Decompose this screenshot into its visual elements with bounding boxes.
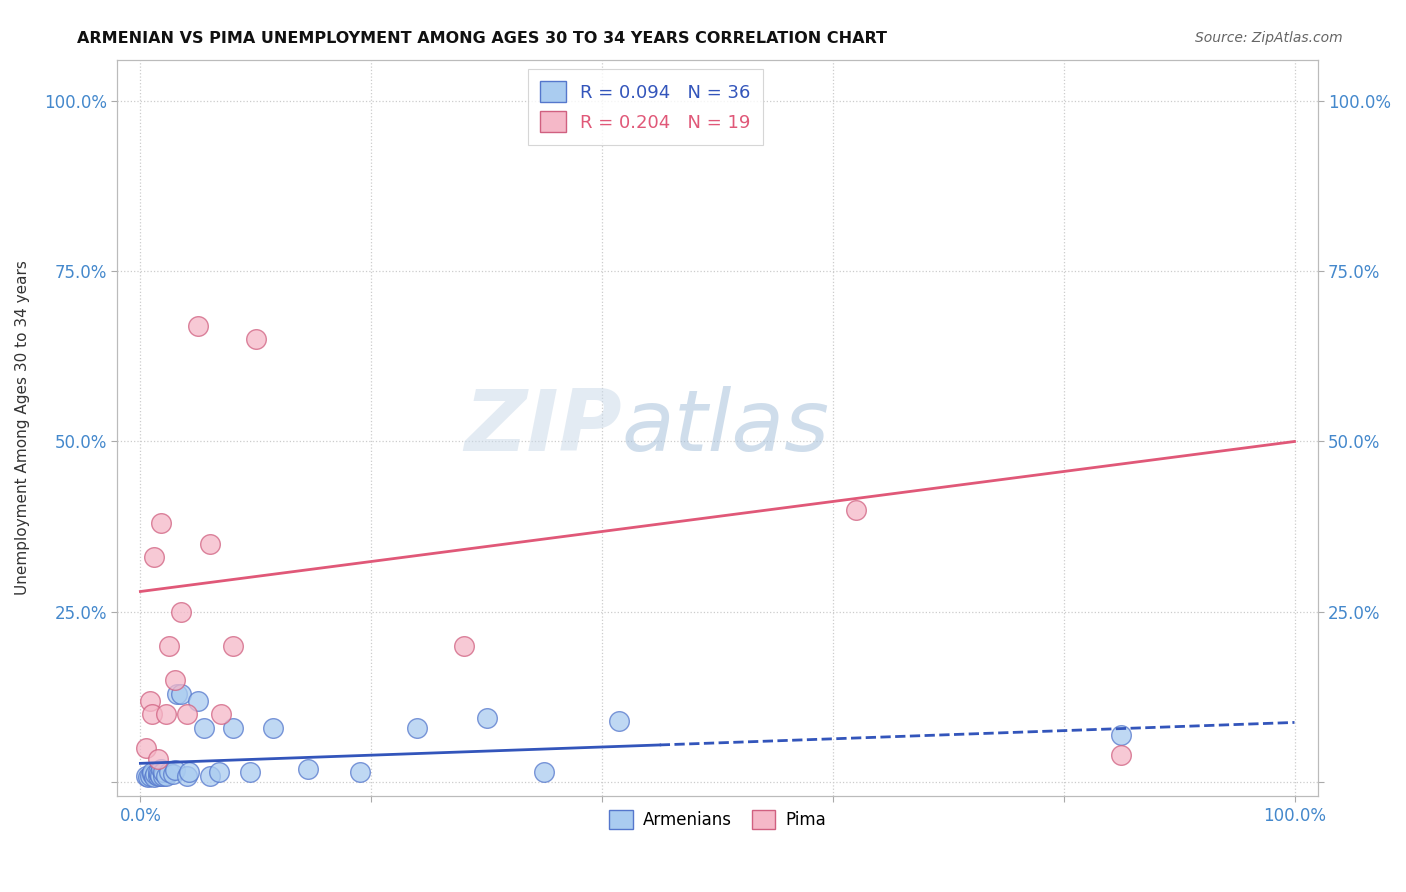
Point xyxy=(177,765,200,780)
Point xyxy=(245,332,267,346)
Legend: Armenians, Pima: Armenians, Pima xyxy=(603,803,832,836)
Point xyxy=(150,516,173,531)
Point xyxy=(239,765,262,780)
Point xyxy=(162,767,184,781)
Point xyxy=(155,769,177,783)
Point xyxy=(198,537,221,551)
Point xyxy=(155,707,177,722)
Point xyxy=(145,767,167,781)
Point xyxy=(148,767,170,781)
Point xyxy=(845,502,868,516)
Point xyxy=(187,318,209,333)
Point xyxy=(146,751,169,765)
Point xyxy=(222,721,245,735)
Point xyxy=(198,769,221,783)
Point xyxy=(146,765,169,780)
Point xyxy=(141,707,163,722)
Point xyxy=(163,763,186,777)
Point xyxy=(150,762,173,776)
Point xyxy=(349,765,371,780)
Point xyxy=(157,765,180,780)
Point xyxy=(533,765,555,780)
Point xyxy=(475,711,498,725)
Point xyxy=(193,721,215,735)
Text: Source: ZipAtlas.com: Source: ZipAtlas.com xyxy=(1195,31,1343,45)
Point xyxy=(143,770,166,784)
Point xyxy=(176,707,198,722)
Point xyxy=(152,765,174,780)
Point xyxy=(146,769,169,783)
Point xyxy=(157,639,180,653)
Point xyxy=(176,769,198,783)
Point xyxy=(609,714,631,728)
Point xyxy=(149,769,172,783)
Text: ARMENIAN VS PIMA UNEMPLOYMENT AMONG AGES 30 TO 34 YEARS CORRELATION CHART: ARMENIAN VS PIMA UNEMPLOYMENT AMONG AGES… xyxy=(77,31,887,46)
Point xyxy=(209,707,232,722)
Point xyxy=(170,687,193,701)
Point xyxy=(138,769,160,783)
Y-axis label: Unemployment Among Ages 30 to 34 years: Unemployment Among Ages 30 to 34 years xyxy=(15,260,30,595)
Point xyxy=(166,687,188,701)
Point xyxy=(143,550,166,565)
Point xyxy=(170,605,193,619)
Point xyxy=(222,639,245,653)
Point xyxy=(141,765,163,780)
Point xyxy=(208,765,231,780)
Text: atlas: atlas xyxy=(621,386,830,469)
Point xyxy=(138,693,160,707)
Point xyxy=(152,769,174,783)
Point xyxy=(453,639,475,653)
Point xyxy=(297,762,319,776)
Point xyxy=(138,770,160,784)
Point xyxy=(187,693,209,707)
Point xyxy=(163,673,186,688)
Point xyxy=(262,721,284,735)
Text: ZIP: ZIP xyxy=(464,386,621,469)
Point xyxy=(1111,728,1133,742)
Point xyxy=(1111,748,1133,763)
Point xyxy=(141,767,163,781)
Point xyxy=(135,741,157,756)
Point xyxy=(135,769,157,783)
Point xyxy=(406,721,429,735)
